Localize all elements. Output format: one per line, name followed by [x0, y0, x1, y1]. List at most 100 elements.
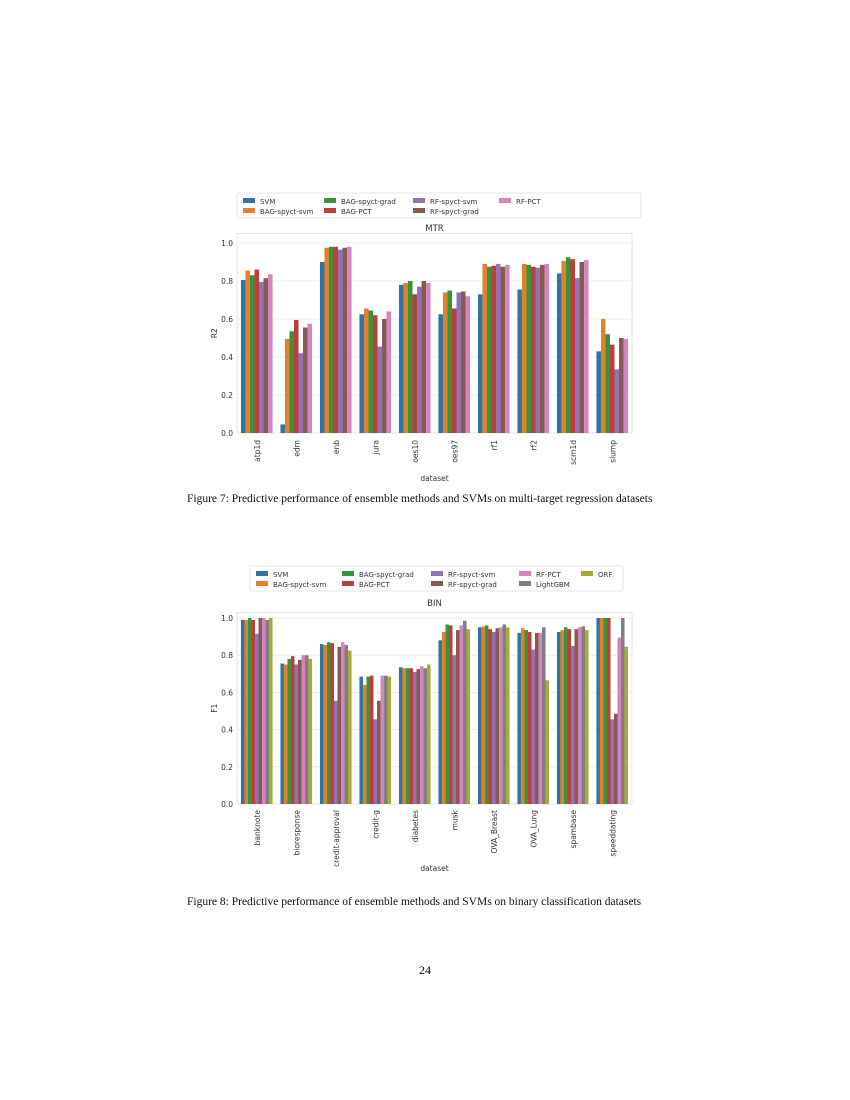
- legend-swatch: [243, 208, 255, 213]
- bar-rf-pct: [544, 263, 550, 433]
- bar-bag-spyct-grad: [366, 676, 370, 804]
- bar-rf-spyct-svm: [570, 645, 575, 804]
- y-tick-label: 0.2: [221, 763, 233, 772]
- bar-svm: [398, 284, 404, 433]
- bar-bag-pct: [372, 315, 378, 433]
- bar-svm: [517, 632, 521, 804]
- bar-rf-pct: [505, 264, 510, 433]
- bar-svm: [517, 289, 522, 433]
- x-tick-label: enb: [332, 440, 341, 454]
- bar-rf-spyct-svm: [531, 649, 536, 804]
- bar-lightgbm: [621, 618, 625, 804]
- bar-orf: [308, 658, 313, 804]
- legend-label: BAG-spyct-svm: [260, 208, 314, 216]
- bar-bag-pct: [491, 265, 497, 433]
- bar-bag-spyct-grad: [328, 246, 334, 433]
- bar-lightgbm: [384, 675, 388, 804]
- bar-bag-spyct-svm: [403, 282, 408, 433]
- bar-bag-spyct-svm: [284, 338, 290, 433]
- bar-rf-spyct-grad: [574, 629, 579, 804]
- bar-svm: [556, 631, 561, 804]
- bar-rf-spyct-svm: [452, 655, 457, 804]
- bar-orf: [585, 630, 589, 804]
- bar-bag-spyct-svm: [560, 630, 564, 804]
- bar-rf-spyct-grad: [382, 319, 387, 433]
- bar-rf-spyct-grad: [337, 646, 342, 804]
- bar-rf-pct: [538, 632, 543, 804]
- bar-bag-pct: [290, 656, 295, 804]
- bar-bag-spyct-grad: [563, 627, 568, 804]
- x-tick-label: speeddating: [608, 810, 617, 857]
- bar-bag-spyct-svm: [561, 261, 566, 433]
- bar-bag-pct: [567, 629, 571, 804]
- bar-rf-spyct-svm: [614, 369, 620, 433]
- bar-bag-spyct-svm: [441, 631, 446, 804]
- x-tick-label: OVA_Lung: [529, 810, 538, 848]
- bar-svm: [240, 280, 246, 433]
- x-tick-label: atp1d: [253, 440, 262, 462]
- legend-swatch: [256, 571, 268, 576]
- bar-rf-spyct-grad: [540, 264, 545, 433]
- bar-rf-spyct-svm: [338, 249, 343, 433]
- bar-bag-pct: [606, 618, 611, 804]
- bar-bag-spyct-svm: [600, 319, 606, 433]
- bar-rf-spyct-svm: [373, 719, 378, 804]
- bar-rf-spyct-grad: [377, 700, 381, 804]
- bar-orf: [466, 629, 471, 804]
- bar-svm: [280, 663, 284, 804]
- bar-lightgbm: [463, 620, 467, 804]
- legend-swatch: [499, 198, 511, 203]
- bar-lightgbm: [423, 668, 428, 804]
- bar-lightgbm: [265, 619, 270, 804]
- y-tick-label: 0.6: [221, 688, 233, 697]
- bar-bag-spyct-svm: [245, 270, 250, 433]
- legend-swatch: [519, 581, 531, 586]
- bar-bag-spyct-grad: [326, 642, 331, 804]
- bar-svm: [596, 618, 600, 804]
- bar-bag-spyct-svm: [323, 644, 327, 804]
- figure-7-caption: Figure 7: Predictive performance of ense…: [187, 493, 653, 505]
- x-tick-label: oes97: [450, 440, 459, 463]
- bar-rf-spyct-grad: [535, 632, 539, 804]
- bar-rf-spyct-svm: [456, 292, 462, 433]
- bar-rf-spyct-grad: [495, 628, 500, 804]
- legend-swatch: [324, 208, 336, 213]
- legend-label: BAG-PCT: [341, 208, 373, 216]
- bar-bag-pct: [570, 259, 576, 433]
- bar-rf-pct: [301, 655, 306, 804]
- x-tick-label: banknote: [253, 810, 262, 846]
- bar-bag-spyct-svm: [283, 664, 288, 804]
- legend-label: BAG-PCT: [359, 581, 391, 589]
- legend-swatch: [256, 581, 268, 586]
- legend-swatch: [342, 571, 354, 576]
- legend-label: LightGBM: [536, 581, 570, 589]
- bar-rf-pct: [262, 618, 266, 804]
- bar-bag-pct: [530, 266, 536, 433]
- bar-rf-spyct-grad: [303, 327, 308, 433]
- bar-svm: [280, 424, 285, 433]
- bar-rf-spyct-grad: [298, 659, 302, 804]
- bar-bag-pct: [333, 246, 339, 433]
- bar-bag-spyct-svm: [362, 684, 367, 804]
- legend-label: RF-PCT: [516, 198, 542, 206]
- bar-rf-pct: [499, 627, 503, 804]
- legend-swatch: [413, 198, 425, 203]
- x-tick-label: scm1d: [569, 440, 578, 465]
- bar-rf-spyct-svm: [610, 719, 615, 804]
- bar-rf-spyct-grad: [461, 291, 466, 433]
- bar-bag-spyct-svm: [442, 292, 448, 433]
- legend-swatch: [581, 571, 593, 576]
- x-tick-label: musk: [450, 809, 459, 830]
- bar-svm: [240, 619, 245, 804]
- bar-bag-pct: [254, 269, 260, 433]
- bar-svm: [438, 640, 442, 804]
- bar-rf-spyct-svm: [412, 671, 417, 804]
- bar-rf-pct: [623, 338, 629, 433]
- x-tick-label: OVA_Breast: [490, 810, 499, 853]
- bar-bag-spyct-grad: [368, 310, 373, 433]
- legend-label: RF-PCT: [536, 571, 562, 579]
- bar-rf-pct: [420, 666, 424, 804]
- bar-bag-spyct-grad: [484, 625, 489, 804]
- y-tick-label: 0.6: [221, 315, 233, 324]
